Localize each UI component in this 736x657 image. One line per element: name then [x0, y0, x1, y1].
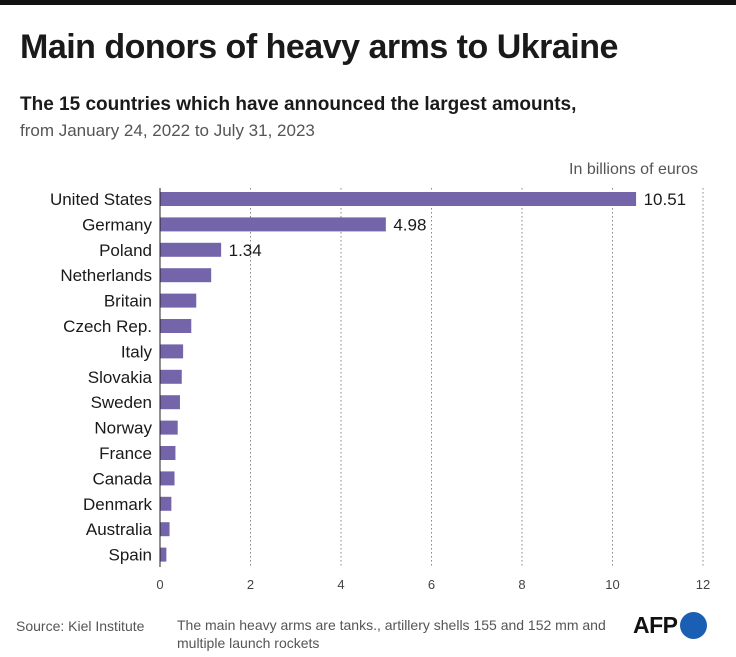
bar [160, 522, 170, 537]
category-label: Britain [104, 292, 152, 311]
x-tick-label: 4 [337, 577, 344, 592]
chart-date-range: from January 24, 2022 to July 31, 2023 [20, 121, 315, 140]
bar [160, 471, 175, 486]
category-label: Denmark [83, 495, 152, 514]
x-tick-label: 6 [428, 577, 435, 592]
bar [160, 319, 192, 333]
category-label: Canada [92, 469, 152, 488]
x-tick-label: 10 [605, 577, 619, 592]
category-label: Poland [99, 241, 152, 260]
bar [160, 395, 180, 410]
chart-title: Main donors of heavy arms to Ukraine [20, 28, 618, 66]
category-label: Italy [121, 342, 153, 361]
bar [160, 344, 184, 359]
bar [160, 268, 212, 283]
x-tick-label: 8 [518, 577, 525, 592]
category-label: Norway [94, 419, 152, 438]
category-label: Czech Rep. [63, 317, 152, 336]
data-label: 10.51 [644, 190, 687, 209]
bar [160, 217, 386, 232]
bar [160, 293, 197, 308]
data-label: 4.98 [393, 215, 426, 234]
category-label: Spain [109, 546, 152, 565]
bar [160, 242, 222, 257]
footnote: The main heavy arms are tanks., artiller… [177, 617, 606, 651]
bar [160, 420, 178, 435]
x-tick-label: 12 [696, 577, 710, 592]
x-tick-label: 0 [156, 577, 163, 592]
bar [160, 446, 176, 460]
category-label: Germany [82, 215, 152, 234]
unit-label: In billions of euros [569, 161, 698, 178]
afp-logo: AFP [633, 612, 707, 639]
source-note: Source: Kiel Institute [16, 618, 145, 634]
bar [160, 192, 637, 206]
bar [160, 369, 182, 384]
data-label: 1.34 [229, 241, 262, 260]
category-label: United States [50, 190, 152, 209]
category-label: Slovakia [88, 368, 153, 387]
top-rule [0, 0, 736, 5]
afp-logo-dot-icon [679, 612, 707, 639]
category-label: France [99, 444, 152, 463]
bar [160, 496, 172, 511]
afp-logo-text: AFP [633, 612, 678, 638]
bar [160, 547, 167, 562]
category-label: Netherlands [60, 266, 152, 285]
chart-subtitle: The 15 countries which have announced th… [20, 94, 577, 115]
category-label: Sweden [91, 393, 152, 412]
category-label: Australia [86, 520, 153, 539]
x-tick-label: 2 [247, 577, 254, 592]
